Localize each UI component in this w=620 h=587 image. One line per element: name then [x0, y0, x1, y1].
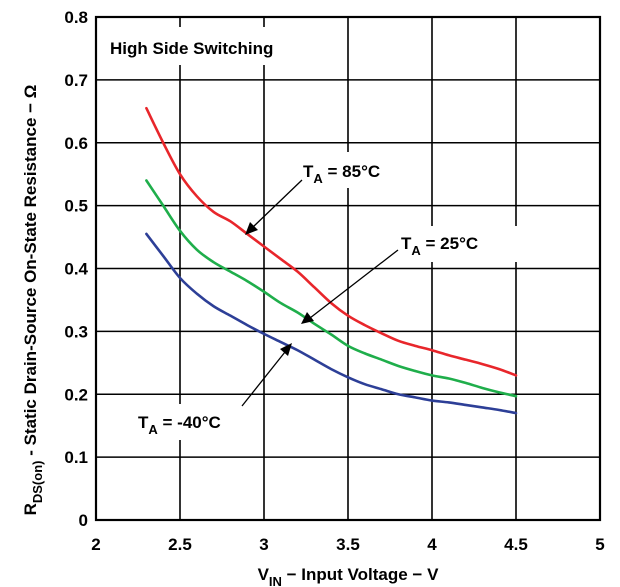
grid-lines [96, 17, 600, 520]
annotation-85c: TA = 85°C [303, 162, 380, 186]
y-tick-label: 0.3 [64, 322, 88, 341]
annotation-85c-sub: A [313, 171, 323, 186]
annotation-25-bg [394, 226, 524, 262]
annotation-m40c-sub: A [148, 422, 158, 437]
series-line-2 [145, 232, 518, 415]
annotation-m40c-main: T [138, 413, 149, 432]
annotation-25c-sub: A [411, 243, 421, 258]
annotation-25c-arrow [309, 249, 399, 319]
annotation-85c-main: T [303, 162, 314, 181]
y-axis-label-main: R [21, 503, 40, 515]
y-axis-label-sub: DS(on) [30, 461, 45, 504]
annotation-25c-arrowhead [301, 312, 314, 324]
x-axis-label: VIN − Input Voltage − V [258, 565, 439, 587]
y-axis-label: RDS(on) - Static Drain-Source On-State R… [21, 85, 45, 516]
series-line-1 [145, 179, 518, 398]
tick-labels: 2 2.5 3 3.5 4 4.5 5 0 0.1 0.2 0.3 0.4 0.5 0.6 0.7 0.8 [64, 8, 604, 554]
annotation-m40c-arrow [241, 351, 286, 407]
y-tick-label: 0.8 [64, 8, 88, 27]
y-axis-label-rest: - Static Drain-Source On-State Resistanc… [21, 85, 40, 461]
annotation-25c: TA = 25°C [401, 234, 478, 258]
x-tick-label: 3 [259, 535, 268, 554]
plot-frame [94, 15, 602, 522]
x-tick-label: 4.5 [504, 535, 528, 554]
x-tick-label: 2 [91, 535, 100, 554]
y-tick-label: 0 [79, 511, 88, 530]
chart-title: High Side Switching [110, 39, 273, 58]
plot-series [145, 106, 518, 415]
series-line-0 [145, 106, 518, 377]
annotation-85c-value: = 85°C [323, 162, 380, 181]
annotation-m40c: TA = -40°C [138, 413, 221, 437]
x-tick-label: 3.5 [336, 535, 360, 554]
x-axis-label-sub: IN [269, 574, 282, 587]
annotation-m40c-value: = -40°C [158, 413, 221, 432]
y-tick-label: 0.4 [64, 260, 88, 279]
x-axis-label-main: V [258, 565, 270, 584]
y-tick-label: 0.2 [64, 385, 88, 404]
annotation-m40-bg [132, 404, 256, 440]
annotation-m40c-arrowhead [280, 343, 292, 356]
x-tick-label: 5 [595, 535, 604, 554]
y-tick-label: 0.1 [64, 448, 88, 467]
annotation-25c-main: T [401, 234, 412, 253]
annotation-85c-arrowhead [245, 222, 258, 235]
annotation-85-bg [296, 152, 426, 188]
y-tick-label: 0.7 [64, 71, 88, 90]
y-tick-label: 0.6 [64, 134, 88, 153]
title-box-bg [102, 27, 322, 65]
x-tick-label: 4 [427, 535, 437, 554]
annotation-85c-arrow [252, 179, 303, 228]
x-axis-label-rest: − Input Voltage − V [282, 565, 439, 584]
y-tick-label: 0.5 [64, 197, 88, 216]
x-tick-label: 2.5 [168, 535, 192, 554]
annotation-25c-value: = 25°C [421, 234, 478, 253]
